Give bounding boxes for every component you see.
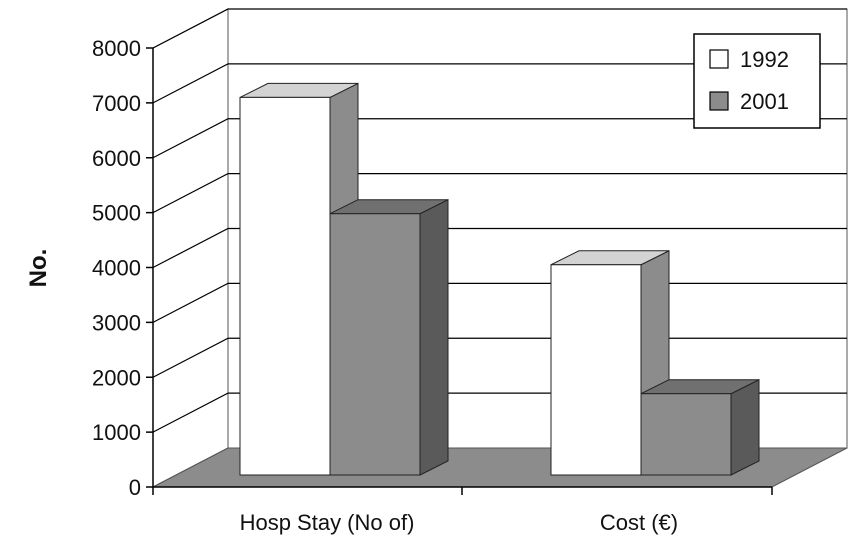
bar-front-face	[550, 264, 642, 476]
x-category-labels: Hosp Stay (No of) Cost (€)	[240, 510, 679, 535]
bar-front-face	[329, 213, 421, 476]
axes	[146, 47, 773, 495]
x-category-label: Hosp Stay (No of)	[240, 510, 415, 535]
y-tick-label: 4000	[92, 256, 141, 281]
legend-label-2001: 2001	[740, 89, 789, 114]
gridline	[152, 173, 847, 214]
legend-swatch-1992	[709, 49, 729, 69]
bar-side-face	[419, 198, 449, 476]
bar-front-face	[640, 393, 732, 476]
y-tick-label: 0	[129, 475, 141, 500]
bar-2001-cost	[640, 378, 760, 476]
y-tick-label: 3000	[92, 310, 141, 335]
bar-side-face	[730, 378, 760, 476]
legend: 1992 2001	[693, 33, 821, 129]
x-category-label: Cost (€)	[600, 510, 678, 535]
y-tick-label: 7000	[92, 91, 141, 116]
bar-front-face	[239, 96, 331, 476]
gridline	[152, 118, 847, 159]
gridline	[152, 8, 847, 49]
y-tick-label: 1000	[92, 420, 141, 445]
y-tick-label: 6000	[92, 146, 141, 171]
legend-swatch-2001	[709, 91, 729, 111]
legend-label-1992: 1992	[740, 47, 789, 72]
y-tick-labels: 0 1000 2000 3000 4000 5000 6000 7000 8000	[92, 36, 141, 500]
y-tick-label: 5000	[92, 201, 141, 226]
bars	[239, 82, 760, 476]
gridline	[152, 63, 847, 104]
bar-2001-hosp-stay	[329, 198, 449, 476]
y-axis-label: No.	[25, 249, 52, 288]
y-tick-label: 8000	[92, 36, 141, 61]
y-tick-label: 2000	[92, 365, 141, 390]
gridline	[152, 227, 847, 269]
